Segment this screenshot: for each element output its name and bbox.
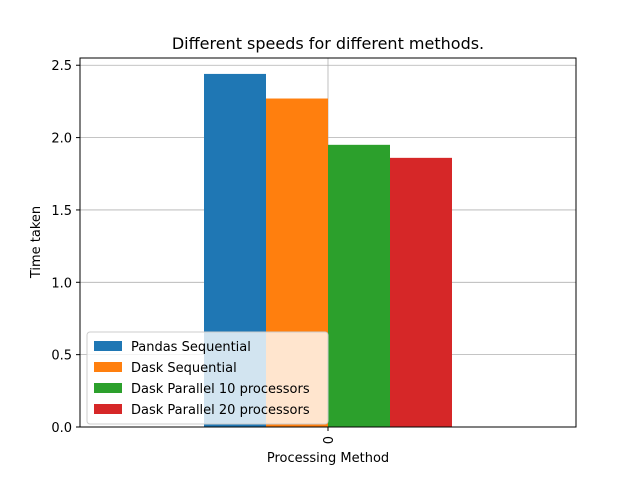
legend-swatch — [94, 362, 122, 372]
legend-swatch — [94, 383, 122, 393]
axis-ticks: 0.0 0.5 1.0 1.5 2.0 2.5 0 — [51, 59, 337, 444]
legend-box — [86, 331, 329, 425]
legend-label: Dask Sequential — [131, 361, 237, 376]
y-axis-label: Time taken — [29, 206, 44, 279]
y-tick-label: 0.5 — [51, 349, 72, 364]
y-tick-label: 1.0 — [51, 276, 72, 291]
legend-label: Dask Parallel 20 processors — [131, 403, 310, 418]
y-tick-label: 1.5 — [51, 204, 72, 219]
bar-dask-parallel-10-processors — [328, 144, 390, 427]
y-tick-label: 2.0 — [51, 132, 72, 147]
y-tick-label: 2.5 — [51, 59, 72, 74]
legend: Pandas Sequential Dask Sequential Dask Par… — [86, 331, 329, 425]
legend-label: Dask Parallel 10 processors — [131, 382, 310, 397]
y-tick-label: 0.0 — [51, 421, 72, 436]
legend-swatch — [94, 341, 122, 351]
x-tick-label: 0 — [322, 436, 337, 444]
legend-swatch — [94, 404, 122, 414]
x-axis-label: Processing Method — [267, 451, 389, 466]
bar-dask-parallel-20-processors — [390, 157, 452, 428]
chart-title: Different speeds for different methods. — [172, 34, 484, 53]
legend-label: Pandas Sequential — [131, 340, 251, 355]
